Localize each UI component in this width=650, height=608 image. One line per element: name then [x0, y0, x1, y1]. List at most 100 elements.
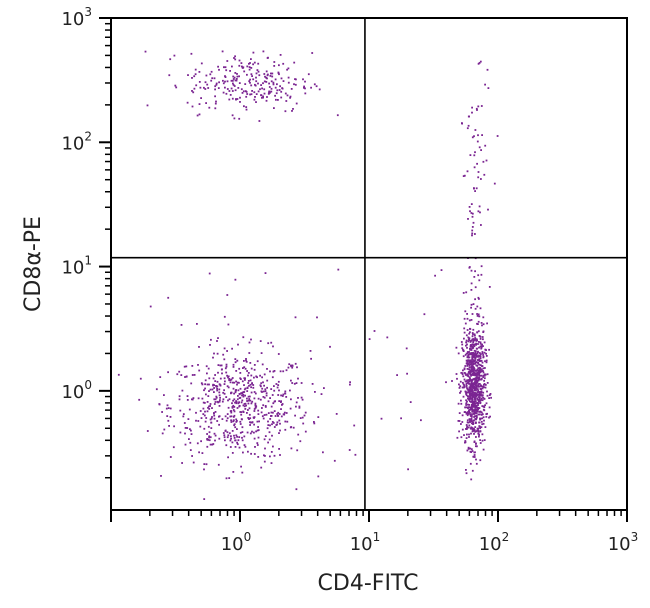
data-point: [217, 364, 220, 366]
data-point: [241, 65, 243, 68]
data-point: [278, 400, 281, 402]
data-point: [291, 110, 293, 112]
data-point: [467, 355, 469, 357]
data-point: [470, 269, 473, 272]
data-point: [205, 463, 208, 466]
data-point: [477, 400, 480, 403]
data-point: [486, 322, 488, 325]
data-point: [277, 411, 280, 414]
data-point: [276, 421, 279, 424]
data-point: [314, 391, 316, 393]
data-point: [234, 58, 237, 61]
data-point: [313, 421, 315, 423]
data-point: [271, 72, 274, 75]
data-point: [479, 427, 481, 430]
data-point: [473, 345, 476, 348]
data-point: [461, 373, 464, 376]
data-point: [477, 320, 480, 323]
data-point: [469, 353, 472, 355]
tick-base: 10: [61, 258, 84, 279]
data-point: [200, 97, 202, 99]
data-point: [474, 298, 476, 301]
data-point: [479, 374, 482, 377]
data-point: [484, 83, 486, 86]
data-point: [459, 385, 462, 388]
data-point: [468, 366, 471, 369]
data-point: [482, 345, 484, 347]
data-point: [235, 434, 238, 437]
data-point: [468, 424, 471, 427]
data-point: [187, 418, 190, 420]
data-point: [219, 384, 222, 386]
data-point: [473, 454, 476, 456]
data-point: [218, 437, 221, 440]
data-point: [217, 65, 219, 68]
data-point: [475, 187, 478, 190]
data-point: [246, 65, 249, 68]
data-point: [263, 414, 266, 416]
data-point: [202, 401, 205, 404]
data-point: [465, 359, 468, 362]
data-point: [276, 386, 279, 389]
data-point: [270, 405, 273, 408]
data-point: [475, 417, 478, 420]
data-point: [260, 94, 263, 97]
data-point: [470, 203, 473, 205]
data-point: [475, 392, 478, 395]
data-point: [207, 367, 210, 370]
data-point: [236, 420, 238, 422]
data-point: [215, 100, 217, 103]
data-point: [470, 344, 473, 346]
data-point: [197, 420, 200, 422]
data-point: [249, 93, 251, 96]
data-point: [482, 323, 485, 326]
data-point: [303, 414, 306, 417]
data-point: [485, 359, 488, 362]
data-point: [217, 337, 219, 339]
data-point: [194, 68, 197, 71]
data-point: [470, 353, 473, 356]
data-point: [234, 446, 237, 448]
data-point: [281, 87, 283, 89]
data-point: [477, 343, 479, 345]
data-point: [304, 80, 306, 83]
data-point: [470, 427, 472, 430]
data-point: [477, 367, 480, 369]
data-point: [184, 427, 187, 429]
data-point: [268, 438, 271, 441]
data-point: [475, 389, 477, 392]
data-point: [463, 327, 466, 330]
data-point: [244, 408, 247, 410]
data-point: [482, 354, 485, 356]
data-point: [405, 347, 408, 350]
data-point: [485, 402, 488, 405]
data-point: [250, 367, 253, 370]
data-point: [472, 394, 474, 396]
data-point: [300, 382, 303, 384]
data-point: [253, 423, 255, 426]
data-point: [222, 82, 225, 85]
data-point: [255, 76, 257, 79]
data-point: [167, 296, 170, 299]
data-point: [463, 434, 465, 436]
data-point: [279, 370, 282, 373]
data-point: [477, 376, 480, 379]
data-point: [475, 377, 477, 380]
data-point: [467, 363, 470, 365]
data-point: [294, 414, 296, 417]
data-point: [260, 411, 263, 414]
data-point: [228, 378, 231, 380]
data-point: [479, 385, 481, 388]
data-point: [469, 372, 471, 374]
data-point: [458, 383, 460, 386]
data-point: [214, 85, 217, 88]
data-point: [467, 411, 469, 414]
data-point: [273, 410, 276, 412]
data-point: [463, 317, 466, 320]
data-point: [477, 399, 480, 401]
data-point: [290, 398, 292, 401]
data-point: [487, 208, 489, 211]
data-point: [290, 447, 293, 450]
data-point: [465, 412, 468, 414]
data-point: [307, 73, 310, 76]
